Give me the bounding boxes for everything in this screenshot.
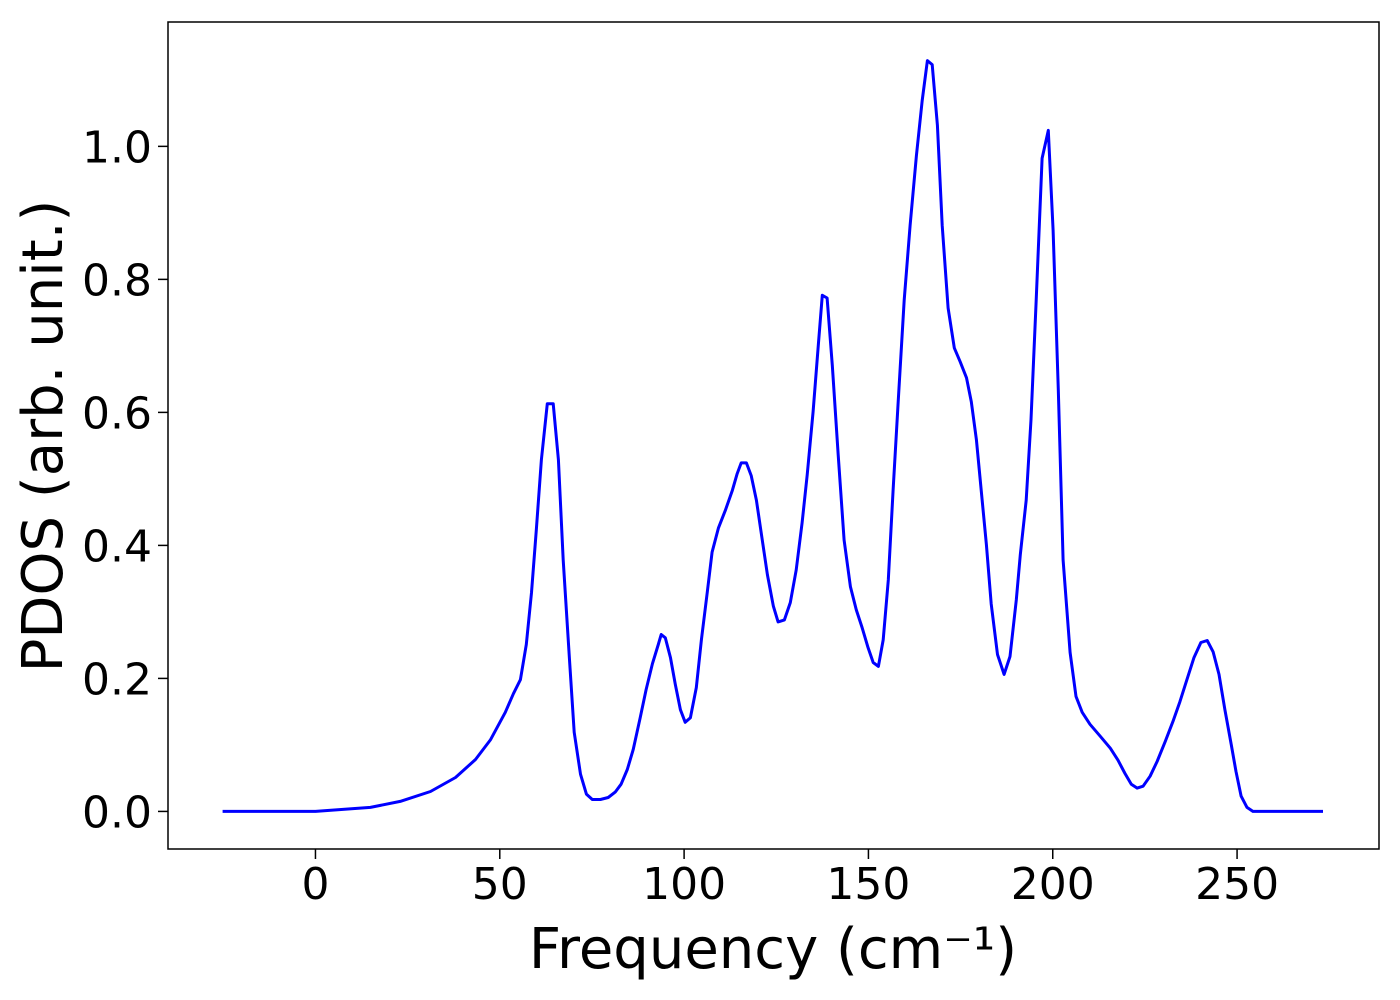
x-axis-label: Frequency (cm⁻¹) <box>529 917 1017 982</box>
y-tick-label: 0.4 <box>82 521 152 572</box>
y-tick-label: 0.6 <box>82 388 152 439</box>
x-tick-label: 50 <box>472 859 528 910</box>
plot-frame <box>167 21 1380 850</box>
data-line <box>222 59 1323 813</box>
y-tick-label: 1.0 <box>82 122 152 173</box>
y-tick-label: 0.8 <box>82 255 152 306</box>
x-tick-label: 0 <box>301 859 329 910</box>
y-axis-label: PDOS (arb. unit.) <box>11 200 76 673</box>
x-tick-label: 100 <box>642 859 726 910</box>
x-tick-label: 250 <box>1195 859 1279 910</box>
x-tick-label: 200 <box>1011 859 1095 910</box>
y-tick-label: 0.0 <box>82 787 152 838</box>
y-tick-label: 0.2 <box>82 654 152 705</box>
x-tick-label: 150 <box>826 859 910 910</box>
